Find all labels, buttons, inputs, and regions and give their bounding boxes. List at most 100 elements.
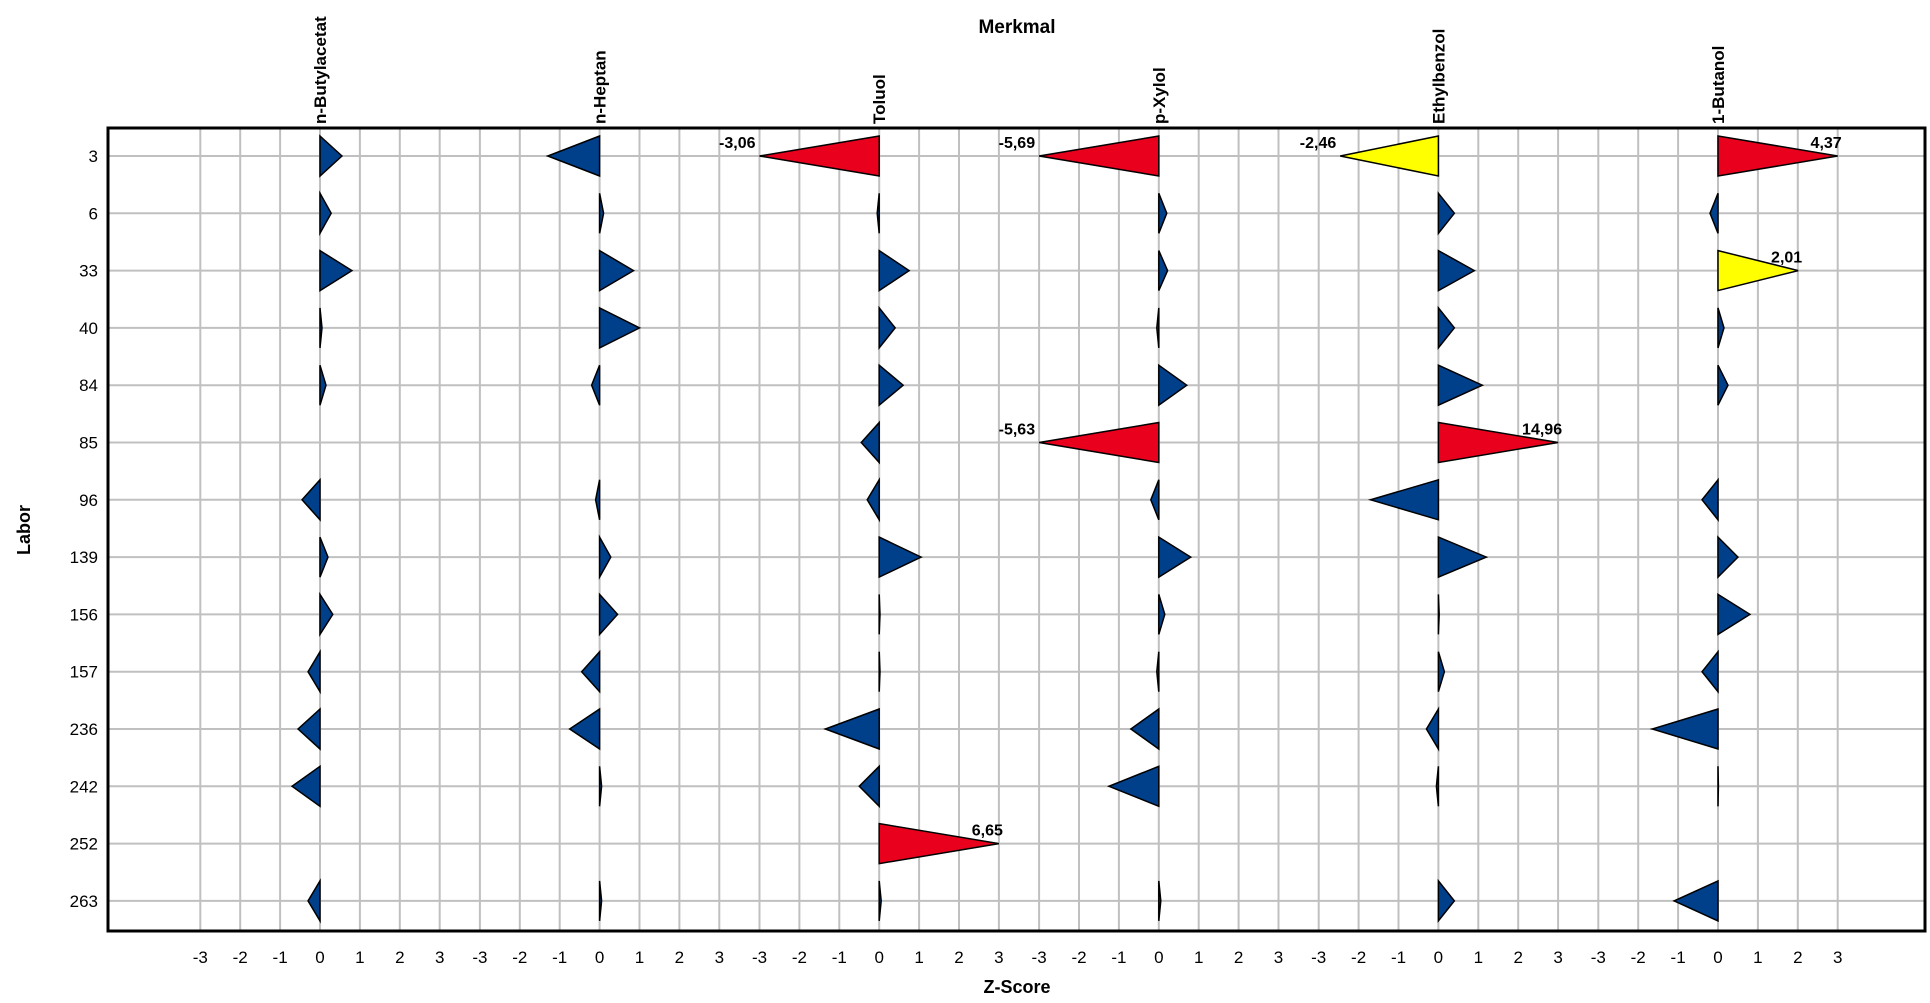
triangle-p-xylol-40 xyxy=(1156,307,1160,348)
triangle-toluol-84 xyxy=(878,363,905,407)
y-tick-label: 236 xyxy=(70,720,98,739)
triangle-n-heptan-84 xyxy=(590,364,601,406)
x-tick-label: -1 xyxy=(552,948,567,967)
triangle-p-xylol-242 xyxy=(1106,765,1160,808)
x-tick-label: 2 xyxy=(1234,948,1243,967)
data-label-ethylbenzol-85: 14,96 xyxy=(1522,422,1562,439)
triangle-1-butanol-33 xyxy=(1717,249,1799,292)
triangle-toluol-156 xyxy=(878,594,881,635)
y-tick-label: 156 xyxy=(70,605,98,624)
triangles xyxy=(290,134,1838,924)
triangle-toluol-236 xyxy=(823,707,880,751)
triangle-n-butylacetat-139 xyxy=(319,536,329,578)
triangle-n-butylacetat-96 xyxy=(301,477,321,522)
x-tick-label: 0 xyxy=(315,948,324,967)
triangle-toluol-263 xyxy=(878,880,882,921)
y-tick-label: 96 xyxy=(79,491,98,510)
x-axis-label: Z-Score xyxy=(983,977,1050,997)
triangle-n-butylacetat-263 xyxy=(307,878,321,924)
triangle-p-xylol-3 xyxy=(1038,135,1160,177)
data-label-p-xylol-3: -5,69 xyxy=(999,135,1036,152)
x-tick-label: -2 xyxy=(233,948,248,967)
x-tick-label: -1 xyxy=(832,948,847,967)
triangle-ethylbenzol-84 xyxy=(1437,364,1485,407)
triangle-n-butylacetat-236 xyxy=(296,707,321,751)
grid xyxy=(108,128,1925,931)
data-label-1-butanol-3: 4,37 xyxy=(1811,135,1842,152)
triangle-n-heptan-263 xyxy=(598,880,603,921)
y-tick-label: 242 xyxy=(70,777,98,796)
data-label-toluol-252: 6,65 xyxy=(972,823,1003,840)
x-tick-label: 3 xyxy=(1833,948,1842,967)
x-tick-label: 2 xyxy=(1513,948,1522,967)
data-label-ethylbenzol-3: -2,46 xyxy=(1300,135,1337,152)
triangle-ethylbenzol-139 xyxy=(1437,535,1489,579)
plot-frame xyxy=(106,126,1927,933)
x-tick-label: -2 xyxy=(1071,948,1086,967)
x-tick-label: 1 xyxy=(1474,948,1483,967)
y-tick-label: 85 xyxy=(79,434,98,453)
x-tick-label: 1 xyxy=(914,948,923,967)
y-tick-label: 252 xyxy=(70,835,98,854)
triangle-p-xylol-156 xyxy=(1158,594,1166,635)
triangle-ethylbenzol-156 xyxy=(1437,594,1440,635)
triangle-toluol-3 xyxy=(759,135,880,177)
x-tick-label: 3 xyxy=(435,948,444,967)
x-tick-label: 3 xyxy=(994,948,1003,967)
triangle-n-butylacetat-84 xyxy=(319,364,327,406)
series-name-ethylbenzol: Ethylbenzol xyxy=(1429,29,1448,124)
x-tick-label: -1 xyxy=(1391,948,1406,967)
triangle-n-butylacetat-33 xyxy=(319,249,354,292)
triangle-ethylbenzol-96 xyxy=(1367,478,1440,521)
triangle-n-butylacetat-242 xyxy=(290,764,321,808)
x-tick-label: -3 xyxy=(472,948,487,967)
triangle-n-butylacetat-40 xyxy=(319,307,323,348)
series-name-toluol: Toluol xyxy=(870,74,889,124)
triangle-n-butylacetat-156 xyxy=(319,591,334,637)
triangle-ethylbenzol-236 xyxy=(1425,706,1440,752)
x-tick-label: 0 xyxy=(874,948,883,967)
x-tick-label: 1 xyxy=(635,948,644,967)
triangle-n-heptan-40 xyxy=(598,306,642,350)
triangle-1-butanol-156 xyxy=(1717,593,1752,636)
triangle-ethylbenzol-6 xyxy=(1437,191,1456,236)
triangle-1-butanol-96 xyxy=(1701,477,1719,522)
x-tick-label: -1 xyxy=(1671,948,1686,967)
triangle-ethylbenzol-263 xyxy=(1437,878,1456,924)
x-tick-label: 0 xyxy=(1154,948,1163,967)
series-name-p-xylol: p-Xylol xyxy=(1150,67,1169,124)
x-tick-label: 2 xyxy=(954,948,963,967)
y-tick-label: 84 xyxy=(79,376,98,395)
triangle-ethylbenzol-40 xyxy=(1437,305,1456,351)
triangle-n-heptan-6 xyxy=(598,193,605,234)
y-tick-label: 263 xyxy=(70,892,98,911)
x-tick-label: 3 xyxy=(1274,948,1283,967)
x-tick-label: 1 xyxy=(355,948,364,967)
triangle-p-xylol-236 xyxy=(1129,707,1160,751)
x-tick-label: -2 xyxy=(512,948,527,967)
triangle-n-heptan-156 xyxy=(598,592,619,637)
x-tick-label: -2 xyxy=(1631,948,1646,967)
x-tick-label: -2 xyxy=(1351,948,1366,967)
triangle-n-butylacetat-6 xyxy=(319,190,333,237)
y-tick-label: 3 xyxy=(89,147,98,166)
x-tick-label: 2 xyxy=(675,948,684,967)
x-tick-label: -3 xyxy=(1032,948,1047,967)
triangle-n-heptan-242 xyxy=(598,766,603,807)
y-tick-label: 157 xyxy=(70,663,98,682)
triangle-ethylbenzol-242 xyxy=(1435,766,1440,807)
triangle-p-xylol-96 xyxy=(1150,479,1160,521)
triangle-ethylbenzol-157 xyxy=(1437,651,1446,692)
triangle-p-xylol-263 xyxy=(1158,880,1162,921)
triangle-n-heptan-3 xyxy=(545,134,601,178)
series-name-n-heptan: n-Heptan xyxy=(591,50,610,124)
triangle-p-xylol-157 xyxy=(1156,651,1160,692)
x-tick-label: 0 xyxy=(595,948,604,967)
triangle-1-butanol-40 xyxy=(1717,307,1725,349)
triangle-1-butanol-84 xyxy=(1717,364,1729,406)
x-tick-label: -3 xyxy=(1591,948,1606,967)
series-name-n-butylacetat: n-Butylacetat xyxy=(311,16,330,124)
triangle-n-heptan-139 xyxy=(598,534,612,580)
x-tick-label: 0 xyxy=(1434,948,1443,967)
